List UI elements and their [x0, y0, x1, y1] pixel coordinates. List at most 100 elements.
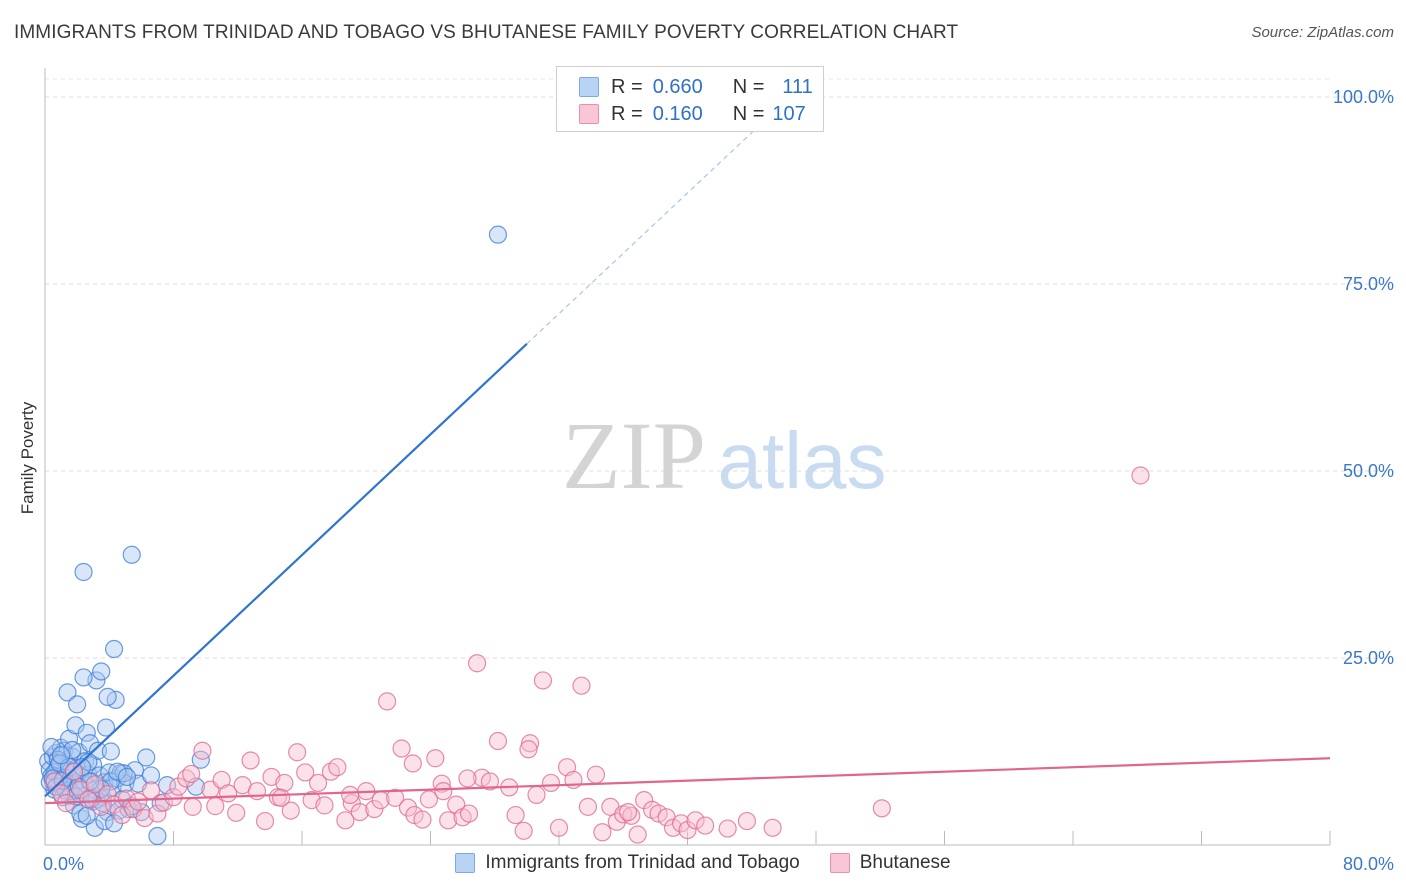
- data-point: [432, 774, 451, 793]
- data-point: [272, 788, 291, 807]
- data-point: [104, 639, 124, 659]
- legend-r-label: R =: [611, 102, 643, 125]
- data-point: [129, 792, 148, 811]
- data-point: [328, 758, 347, 777]
- data-point: [77, 723, 96, 742]
- series-trinidad-points: [39, 225, 508, 846]
- data-point: [206, 797, 225, 816]
- data-point: [85, 775, 104, 794]
- watermark-zip: ZIP: [562, 402, 706, 509]
- x-tick-label-max: 80.0%: [1343, 854, 1394, 874]
- data-point: [488, 731, 508, 751]
- data-point: [506, 805, 525, 825]
- data-point: [148, 804, 167, 823]
- legend-n-value: 107: [772, 102, 806, 125]
- data-point: [122, 545, 141, 564]
- data-point: [458, 769, 477, 788]
- data-point: [459, 804, 479, 823]
- data-point: [74, 668, 93, 687]
- data-point: [618, 802, 638, 822]
- correlation-legend: R = 0.660 N = 111 R = 0.160 N = 107: [556, 66, 824, 132]
- data-point: [183, 797, 202, 816]
- data-point: [117, 767, 137, 787]
- legend-swatch-blue: [579, 77, 599, 97]
- data-point: [386, 788, 405, 807]
- legend-item-bhutanese: Bhutanese: [829, 852, 951, 874]
- data-point: [514, 821, 533, 840]
- legend-swatch-pink: [829, 853, 850, 873]
- data-point: [68, 695, 87, 714]
- data-point: [467, 654, 487, 673]
- legend-label-trinidad: Immigrants from Trinidad and Tobago: [485, 852, 800, 873]
- data-point: [378, 692, 397, 711]
- data-point: [141, 766, 161, 785]
- data-point: [419, 790, 438, 809]
- legend-n-label: N =: [732, 102, 765, 125]
- data-point: [101, 742, 120, 761]
- data-point: [519, 740, 538, 759]
- legend-swatch-pink: [579, 104, 599, 124]
- trend-lines: [44, 117, 1331, 805]
- data-point: [350, 802, 369, 822]
- data-point: [763, 818, 782, 837]
- data-point: [281, 801, 300, 820]
- data-point: [527, 785, 546, 804]
- legend-r-value: 0.160: [652, 102, 703, 125]
- data-point: [541, 773, 561, 793]
- data-point: [227, 803, 246, 822]
- data-point: [112, 805, 132, 825]
- data-point: [403, 754, 422, 773]
- data-point: [426, 749, 445, 768]
- data-point: [51, 746, 71, 765]
- data-point: [593, 823, 612, 842]
- data-point: [439, 811, 458, 830]
- data-point: [398, 798, 418, 817]
- data-point: [549, 818, 569, 837]
- data-point: [141, 781, 161, 800]
- data-point: [96, 718, 116, 737]
- chart-title: IMMIGRANTS FROM TRINIDAD AND TOBAGO VS B…: [14, 22, 959, 43]
- data-point: [193, 741, 212, 760]
- y-tick-label: 100.0%: [1333, 87, 1394, 107]
- data-point: [488, 225, 508, 244]
- data-point: [696, 816, 715, 835]
- trend-line-trinidad-extension: [526, 117, 769, 345]
- y-tick-label: 75.0%: [1343, 274, 1394, 294]
- data-point: [288, 743, 307, 762]
- legend-r-label: R =: [611, 75, 643, 98]
- data-point: [578, 797, 598, 816]
- source-label: Source: ZipAtlas.com: [1251, 24, 1394, 41]
- data-point: [737, 811, 757, 831]
- axes: [44, 68, 1331, 846]
- data-point: [58, 683, 77, 702]
- legend-row-bhutanese: R = 0.160 N = 107: [579, 101, 806, 127]
- x-tick-label-min: 0.0%: [43, 854, 84, 874]
- series-bhutanese-points: [45, 466, 1150, 844]
- data-point: [241, 751, 260, 770]
- data-point: [671, 814, 691, 833]
- data-point: [117, 789, 137, 808]
- data-point: [98, 687, 117, 706]
- watermark-atlas: atlas: [718, 416, 887, 505]
- data-point: [336, 811, 355, 830]
- data-point: [315, 796, 334, 815]
- data-point: [92, 662, 111, 681]
- data-point: [64, 762, 84, 781]
- data-point: [480, 772, 500, 791]
- trend-line-bhutanese: [44, 757, 1331, 805]
- data-point: [686, 811, 705, 830]
- data-point: [628, 825, 647, 844]
- y-tick-label: 50.0%: [1343, 461, 1394, 481]
- data-point: [98, 785, 117, 804]
- data-point: [572, 676, 591, 695]
- legend-label-bhutanese: Bhutanese: [859, 852, 951, 873]
- data-point: [137, 748, 156, 767]
- data-point: [191, 750, 210, 769]
- legend-item-trinidad: Immigrants from Trinidad and Tobago: [455, 852, 800, 874]
- data-point: [341, 785, 360, 804]
- data-point: [247, 782, 267, 801]
- data-point: [520, 734, 540, 753]
- legend-swatch-blue: [455, 853, 476, 873]
- data-point: [308, 773, 328, 793]
